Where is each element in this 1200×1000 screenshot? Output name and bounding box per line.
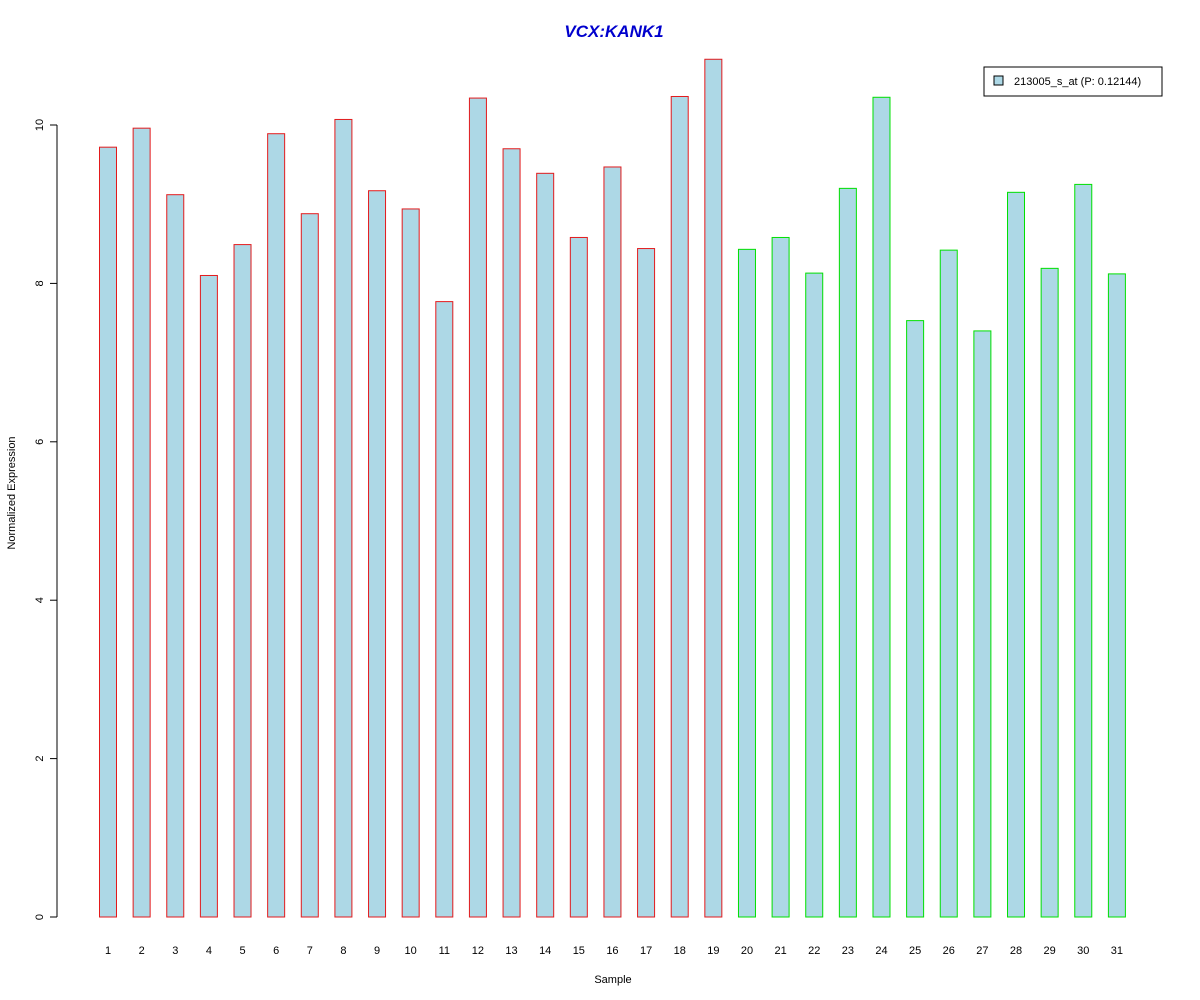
x-tick-label: 27 (976, 945, 988, 957)
x-tick-label: 19 (707, 945, 719, 957)
bar-sample-31 (1107, 273, 1126, 918)
x-tick-label: 30 (1077, 945, 1089, 957)
x-axis-label: Sample (594, 974, 631, 986)
bar-sample-5 (233, 244, 252, 918)
y-tick-label: 0 (34, 914, 46, 920)
x-tick-label: 13 (505, 945, 517, 957)
bar-sample-15 (569, 236, 588, 918)
x-tick-label: 7 (307, 945, 313, 957)
bar-sample-13 (502, 148, 521, 918)
y-axis: 0 2 4 6 8 10 (34, 119, 58, 920)
x-tick-label: 12 (472, 945, 484, 957)
bar-sample-6 (267, 133, 286, 918)
bar-sample-23 (838, 187, 857, 918)
y-axis-label: Normalized Expression (6, 436, 18, 549)
bar-sample-27 (973, 330, 992, 918)
y-tick-label: 6 (34, 439, 46, 445)
x-tick-label: 9 (374, 945, 380, 957)
x-tick-label: 2 (139, 945, 145, 957)
bar-sample-28 (1007, 191, 1026, 918)
y-tick-label: 8 (34, 280, 46, 286)
x-tick-label: 6 (273, 945, 279, 957)
bar-sample-14 (536, 172, 555, 918)
x-tick-label: 14 (539, 945, 551, 957)
x-tick-label: 3 (172, 945, 178, 957)
bar-sample-2 (132, 127, 151, 918)
x-tick-label: 10 (405, 945, 417, 957)
bar-sample-29 (1040, 267, 1059, 918)
bar-sample-1 (99, 146, 117, 918)
legend-label: 213005_s_at (P: 0.12144) (1014, 76, 1141, 88)
y-tick-label: 4 (34, 597, 46, 603)
legend: 213005_s_at (P: 0.12144) (983, 66, 1163, 97)
bar-sample-9 (368, 190, 387, 918)
bar-sample-11 (435, 301, 454, 918)
bar-sample-21 (771, 236, 790, 918)
x-tick-label: 11 (439, 945, 450, 957)
bar-sample-25 (906, 320, 925, 918)
legend-box (983, 66, 1163, 97)
x-tick-label: 20 (741, 945, 753, 957)
x-tick-label: 16 (606, 945, 618, 957)
bar-sample-12 (468, 97, 487, 918)
y-tick-label: 2 (34, 756, 46, 762)
bar-sample-20 (737, 248, 756, 918)
x-tick-label: 1 (105, 945, 111, 957)
x-tick-label: 22 (808, 945, 820, 957)
bar-sample-17 (637, 248, 656, 918)
x-tick-labels: 1 2 3 4 5 6 7 8 9 10 11 12 13 14 15 16 17 18 19 20 21 22 23 24 2… (105, 945, 1123, 957)
bar-sample-19 (704, 58, 723, 918)
chart-title: VCX:KANK1 (564, 22, 663, 41)
legend-swatch (993, 75, 1004, 86)
x-tick-label: 17 (640, 945, 652, 957)
bar-sample-26 (939, 249, 958, 918)
x-tick-label: 31 (1111, 945, 1123, 957)
y-tick-label: 10 (34, 119, 46, 131)
x-tick-label: 29 (1044, 945, 1056, 957)
bar-sample-18 (670, 95, 689, 918)
bar-sample-16 (603, 166, 622, 918)
bar-sample-8 (334, 118, 353, 918)
x-tick-label: 26 (943, 945, 955, 957)
x-tick-label: 5 (239, 945, 245, 957)
bar-sample-4 (199, 274, 218, 918)
x-tick-label: 8 (340, 945, 346, 957)
x-tick-label: 21 (774, 945, 786, 957)
x-tick-label: 28 (1010, 945, 1022, 957)
x-tick-label: 4 (206, 945, 212, 957)
x-tick-label: 23 (842, 945, 854, 957)
x-tick-label: 15 (573, 945, 585, 957)
bar-sample-3 (166, 194, 185, 918)
x-tick-label: 18 (674, 945, 686, 957)
bar-sample-24 (872, 96, 891, 918)
x-tick-label: 25 (909, 945, 921, 957)
bars-group (99, 58, 1126, 918)
x-tick-label: 24 (875, 945, 887, 957)
bar-sample-22 (805, 272, 824, 918)
bar-sample-30 (1074, 183, 1093, 918)
bar-sample-7 (300, 213, 319, 918)
bar-sample-10 (401, 208, 420, 918)
